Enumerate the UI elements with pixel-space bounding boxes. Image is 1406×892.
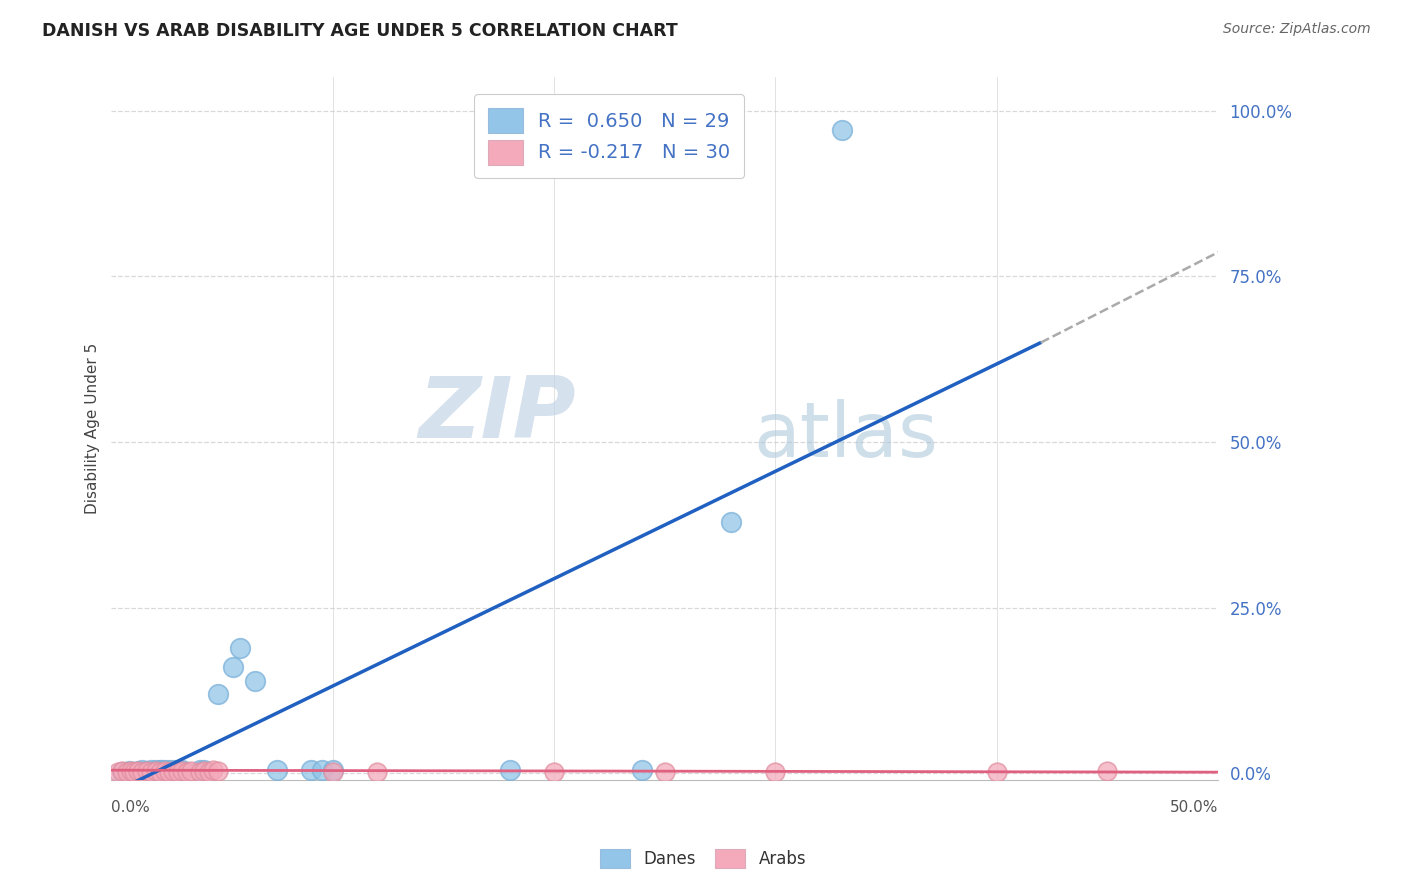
Point — [366, 764, 388, 779]
Point — [127, 764, 149, 778]
Point — [118, 764, 141, 778]
Point — [111, 764, 134, 778]
Point — [153, 764, 176, 778]
Point — [831, 123, 853, 137]
Point — [115, 764, 138, 779]
Point — [193, 763, 215, 777]
Point — [172, 763, 194, 777]
Point — [543, 764, 565, 779]
Text: ZIP: ZIP — [419, 373, 576, 456]
Point — [157, 764, 180, 779]
Point — [720, 515, 742, 529]
Point — [131, 763, 153, 777]
Text: DANISH VS ARAB DISABILITY AGE UNDER 5 CORRELATION CHART: DANISH VS ARAB DISABILITY AGE UNDER 5 CO… — [42, 22, 678, 40]
Point — [207, 687, 229, 701]
Point — [322, 764, 344, 779]
Point — [188, 763, 211, 777]
Point — [229, 640, 252, 655]
Point — [322, 763, 344, 777]
Point — [145, 763, 167, 777]
Point — [222, 660, 245, 674]
Legend: Danes, Arabs: Danes, Arabs — [593, 842, 813, 875]
Point — [120, 764, 142, 778]
Point — [299, 763, 322, 777]
Text: 0.0%: 0.0% — [111, 800, 150, 815]
Point — [180, 764, 202, 778]
Point — [202, 763, 225, 777]
Point — [145, 764, 167, 778]
Point — [122, 764, 145, 779]
Point — [135, 764, 157, 778]
Point — [141, 764, 163, 779]
Point — [166, 763, 188, 777]
Point — [654, 764, 676, 779]
Point — [266, 763, 288, 777]
Point — [153, 763, 176, 777]
Point — [499, 763, 522, 777]
Text: atlas: atlas — [754, 399, 938, 473]
Point — [311, 763, 333, 777]
Point — [162, 763, 184, 777]
Point — [162, 764, 184, 778]
Point — [150, 763, 173, 777]
Point — [149, 763, 172, 777]
Point — [207, 764, 229, 778]
Point — [631, 763, 654, 777]
Text: 50.0%: 50.0% — [1170, 800, 1218, 815]
Text: Source: ZipAtlas.com: Source: ZipAtlas.com — [1223, 22, 1371, 37]
Point — [193, 764, 215, 778]
Legend: R =  0.650   N = 29, R = -0.217   N = 30: R = 0.650 N = 29, R = -0.217 N = 30 — [474, 95, 744, 178]
Point — [157, 763, 180, 777]
Point — [131, 764, 153, 779]
Point — [135, 764, 157, 778]
Point — [986, 764, 1008, 779]
Point — [149, 764, 172, 779]
Point — [166, 764, 188, 779]
Point — [172, 764, 194, 778]
Point — [245, 673, 267, 688]
Y-axis label: Disability Age Under 5: Disability Age Under 5 — [86, 343, 100, 515]
Point — [127, 764, 149, 778]
Point — [141, 763, 163, 777]
Point — [197, 764, 219, 779]
Point — [1095, 764, 1118, 778]
Point — [107, 764, 129, 779]
Point — [176, 764, 198, 779]
Point — [122, 764, 145, 779]
Point — [188, 764, 211, 779]
Point — [111, 764, 134, 779]
Point — [763, 764, 786, 779]
